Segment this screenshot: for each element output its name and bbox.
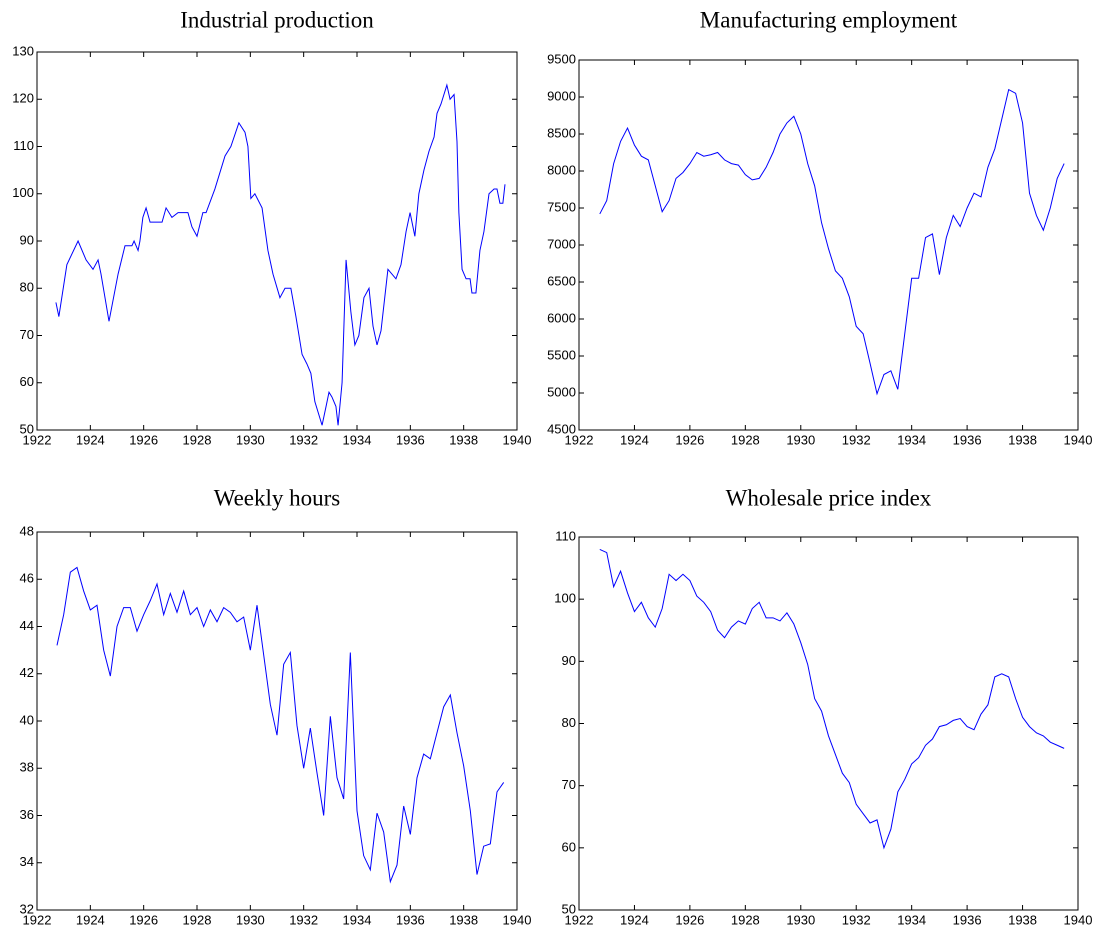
- x-tick-label: 1936: [953, 912, 982, 927]
- y-tick-label: 9500: [547, 51, 576, 66]
- y-tick-label: 80: [20, 280, 34, 295]
- x-tick-label: 1928: [731, 912, 760, 927]
- y-tick-label: 50: [20, 421, 34, 436]
- x-tick-label: 1936: [396, 912, 425, 927]
- x-tick-label: 1940: [1064, 912, 1093, 927]
- y-tick-label: 6000: [547, 310, 576, 325]
- y-tick-label: 34: [20, 854, 34, 869]
- y-tick-label: 70: [562, 777, 576, 792]
- x-tick-label: 1936: [396, 432, 425, 447]
- x-tick-label: 1934: [897, 432, 926, 447]
- y-tick-label: 42: [20, 665, 34, 680]
- y-tick-label: 5000: [547, 384, 576, 399]
- y-tick-label: 70: [20, 327, 34, 342]
- y-tick-label: 90: [562, 653, 576, 668]
- series-line: [599, 548, 1065, 850]
- y-tick-label: 7000: [547, 236, 576, 251]
- x-tick-label: 1930: [236, 432, 265, 447]
- y-tick-label: 80: [562, 715, 576, 730]
- y-tick-label: 50: [562, 901, 576, 916]
- y-tick-label: 32: [20, 901, 34, 916]
- axes-frame: [578, 536, 1079, 911]
- x-tick-label: 1932: [842, 912, 871, 927]
- axes-frame: [36, 51, 518, 431]
- series-line: [56, 566, 505, 884]
- y-tick-label: 9000: [547, 88, 576, 103]
- y-tick-label: 36: [20, 807, 34, 822]
- chart-title: Industrial production: [180, 7, 374, 32]
- x-tick-label: 1932: [289, 432, 318, 447]
- y-tick-label: 4500: [547, 421, 576, 436]
- x-tick-label: 1922: [23, 432, 52, 447]
- x-tick-label: 1934: [343, 912, 372, 927]
- y-tick-label: 48: [20, 523, 34, 538]
- x-tick-label: 1940: [1064, 432, 1093, 447]
- x-tick-label: 1930: [786, 912, 815, 927]
- x-tick-label: 1940: [503, 912, 532, 927]
- y-tick-label: 60: [20, 374, 34, 389]
- y-tick-label: 5500: [547, 347, 576, 362]
- chart-title: Weekly hours: [214, 485, 341, 510]
- y-tick-label: 60: [562, 839, 576, 854]
- axes-frame: [36, 531, 518, 911]
- y-tick-label: 8500: [547, 125, 576, 140]
- x-tick-label: 1926: [129, 912, 158, 927]
- y-tick-label: 46: [20, 571, 34, 586]
- x-tick-label: 1928: [731, 432, 760, 447]
- x-tick-label: 1922: [565, 912, 594, 927]
- y-tick-label: 44: [20, 618, 34, 633]
- y-tick-label: 100: [12, 185, 34, 200]
- x-tick-label: 1934: [343, 432, 372, 447]
- x-tick-label: 1930: [786, 432, 815, 447]
- y-tick-label: 7500: [547, 199, 576, 214]
- x-tick-label: 1940: [503, 432, 532, 447]
- x-tick-label: 1924: [620, 432, 649, 447]
- series-line: [55, 83, 506, 426]
- x-tick-label: 1926: [129, 432, 158, 447]
- y-tick-label: 40: [20, 712, 34, 727]
- x-tick-label: 1928: [183, 432, 212, 447]
- y-tick-label: 90: [20, 232, 34, 247]
- y-tick-label: 8000: [547, 162, 576, 177]
- x-tick-label: 1934: [897, 912, 926, 927]
- x-tick-label: 1932: [842, 432, 871, 447]
- x-tick-label: 1924: [76, 912, 105, 927]
- x-tick-label: 1932: [289, 912, 318, 927]
- y-tick-label: 100: [554, 591, 576, 606]
- y-tick-label: 38: [20, 760, 34, 775]
- x-tick-label: 1924: [620, 912, 649, 927]
- x-tick-label: 1938: [449, 432, 478, 447]
- y-tick-label: 120: [12, 91, 34, 106]
- x-tick-label: 1928: [183, 912, 212, 927]
- x-tick-label: 1938: [1008, 912, 1037, 927]
- y-tick-label: 110: [13, 138, 34, 153]
- chart-title: Manufacturing employment: [700, 7, 958, 32]
- x-tick-label: 1938: [449, 912, 478, 927]
- x-tick-label: 1924: [76, 432, 105, 447]
- x-tick-label: 1930: [236, 912, 265, 927]
- x-tick-label: 1936: [953, 432, 982, 447]
- x-tick-label: 1922: [23, 912, 52, 927]
- y-tick-label: 130: [12, 43, 34, 58]
- x-tick-label: 1926: [675, 912, 704, 927]
- series-line: [599, 88, 1065, 396]
- x-tick-label: 1922: [565, 432, 594, 447]
- y-tick-label: 110: [555, 528, 576, 543]
- x-tick-label: 1938: [1008, 432, 1037, 447]
- axes-frame: [578, 59, 1079, 431]
- x-tick-label: 1926: [675, 432, 704, 447]
- y-tick-label: 6500: [547, 273, 576, 288]
- chart-title: Wholesale price index: [726, 485, 932, 510]
